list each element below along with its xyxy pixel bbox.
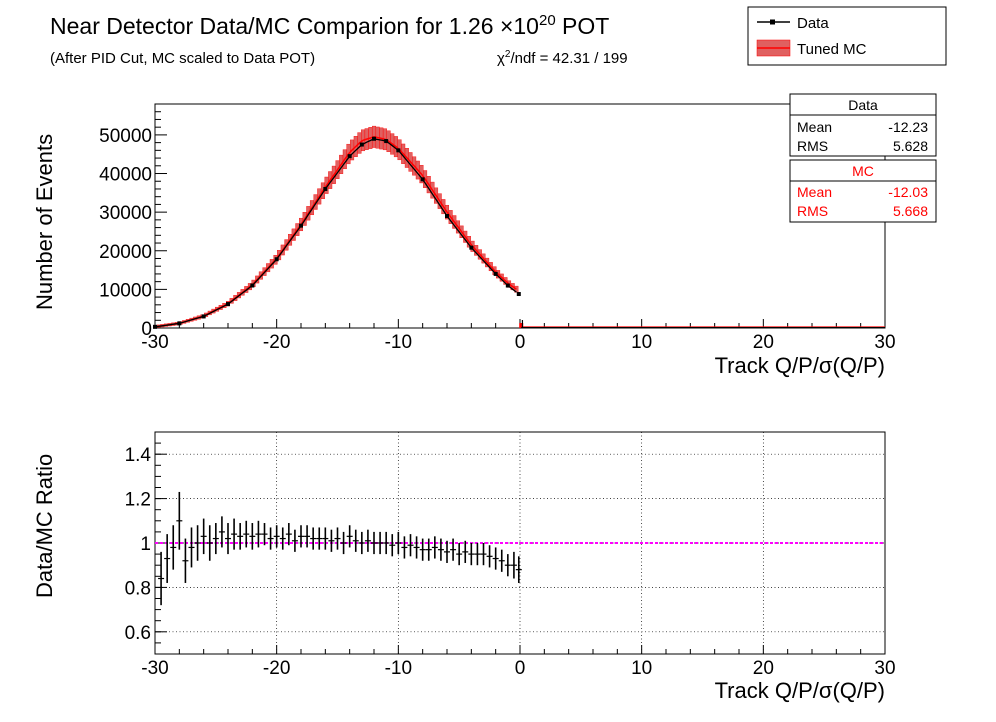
bottom-y-tick-label: 1.2 [125, 490, 151, 511]
top-x-tick-label: 0 [515, 332, 526, 353]
data-series [153, 136, 885, 329]
mc-stats-rms-value: 5.668 [893, 203, 928, 219]
top-y-tick-label: 30000 [99, 203, 152, 224]
top-y-axis: 0 10000 20000 30000 40000 50000 [99, 111, 167, 340]
data-stats-mean-value: -12.23 [888, 119, 928, 135]
data-point [201, 314, 206, 319]
data-stats-rms-value: 5.628 [893, 138, 928, 154]
bottom-y-tick-label: 1 [140, 534, 151, 555]
mc-uncertainty-band [152, 125, 885, 329]
top-x-tick-label: 30 [874, 332, 895, 353]
data-point [516, 292, 521, 297]
top-x-tick-label: -20 [263, 332, 290, 353]
data-stats-frame [789, 93, 937, 157]
data-point [250, 283, 255, 288]
data-point [226, 302, 230, 307]
bottom-x-tick-label: 30 [874, 658, 895, 679]
bottom-y-tick-label: 1.4 [125, 445, 152, 466]
top-x-tick-label: -30 [141, 332, 168, 353]
bottom-x-tick-label: -10 [385, 658, 412, 679]
mc-tail-bin [519, 323, 524, 328]
mc-stats-box: MC Mean -12.03 RMS 5.668 [789, 159, 937, 223]
chi2-label: χ2/ndf = 42.31 / 199 [497, 49, 628, 67]
data-stats-mean-label: Mean [797, 119, 832, 135]
data-point [274, 257, 279, 262]
data-point [384, 139, 389, 144]
data-point [493, 271, 498, 276]
data-stats-rms-label: RMS [797, 138, 828, 154]
data-stats-box: Data Mean -12.23 RMS 5.628 [789, 93, 937, 157]
bottom-x-axis: -30 -20 -10 0 10 20 30 [141, 645, 896, 679]
legend: Data Tuned MC [747, 6, 947, 66]
page-subtitle: (After PID Cut, MC scaled to Data POT) [50, 50, 315, 67]
bottom-x-tick-label: 10 [631, 658, 652, 679]
mc-stats-title: MC [852, 163, 874, 179]
bottom-y-axis: 0.6 0.8 1 1.2 1.4 [125, 442, 167, 644]
mc-stats-frame [789, 159, 937, 223]
data-line [154, 138, 517, 328]
bottom-x-tick-label: 20 [753, 658, 774, 679]
legend-data-label: Data [797, 15, 829, 32]
top-y-tick-label: 10000 [99, 280, 152, 301]
top-x-tick-label: -10 [385, 332, 412, 353]
bottom-x-tick-label: 0 [515, 658, 526, 679]
top-y-tick-label: 50000 [99, 126, 152, 147]
data-point [323, 186, 328, 191]
data-point [347, 154, 352, 159]
data-point [372, 136, 376, 141]
top-x-tick-label: 10 [631, 332, 652, 353]
legend-mc-label: Tuned MC [797, 41, 867, 58]
bottom-x-tick-label: -20 [263, 658, 290, 679]
data-point [177, 321, 182, 326]
mc-stats-mean-label: Mean [797, 184, 832, 200]
bottom-y-tick-label: 0.6 [125, 623, 151, 644]
data-point [420, 177, 425, 182]
top-y-axis-title: Number of Events [32, 134, 57, 310]
data-point [505, 283, 510, 288]
data-point [153, 324, 157, 329]
mc-stats-mean-value: -12.03 [888, 184, 928, 200]
top-x-axis: -30 -20 -10 0 10 20 30 [141, 319, 896, 353]
top-x-tick-label: 20 [753, 332, 774, 353]
data-point [445, 214, 449, 218]
bottom-panel: 0.6 0.8 1 1.2 1.4 -30 -20 -10 0 10 20 30 Track Q/P… [32, 431, 896, 703]
top-panel: 0 10000 20000 30000 40000 50000 -30 -20 -10 0 10 2… [32, 93, 937, 378]
mc-stats-rms-label: RMS [797, 203, 828, 219]
bottom-x-tick-label: -30 [141, 658, 168, 679]
data-point [396, 148, 401, 153]
bottom-x-axis-title: Track Q/P/σ(Q/P) [715, 678, 885, 703]
data-point [299, 223, 303, 228]
top-y-tick-label: 20000 [99, 242, 152, 263]
data-point [359, 142, 364, 147]
ratio-points [158, 491, 522, 606]
data-point [469, 245, 474, 250]
page-title: Near Detector Data/MC Comparion for 1.26… [50, 12, 609, 39]
top-y-tick-label: 40000 [99, 165, 152, 186]
legend-data-marker [770, 19, 775, 25]
top-y-tick-label: 0 [141, 319, 152, 340]
bottom-y-axis-title: Data/MC Ratio [32, 454, 57, 598]
data-stats-title: Data [848, 97, 878, 113]
top-x-axis-title: Track Q/P/σ(Q/P) [715, 353, 885, 378]
bottom-y-tick-label: 0.8 [125, 578, 151, 599]
